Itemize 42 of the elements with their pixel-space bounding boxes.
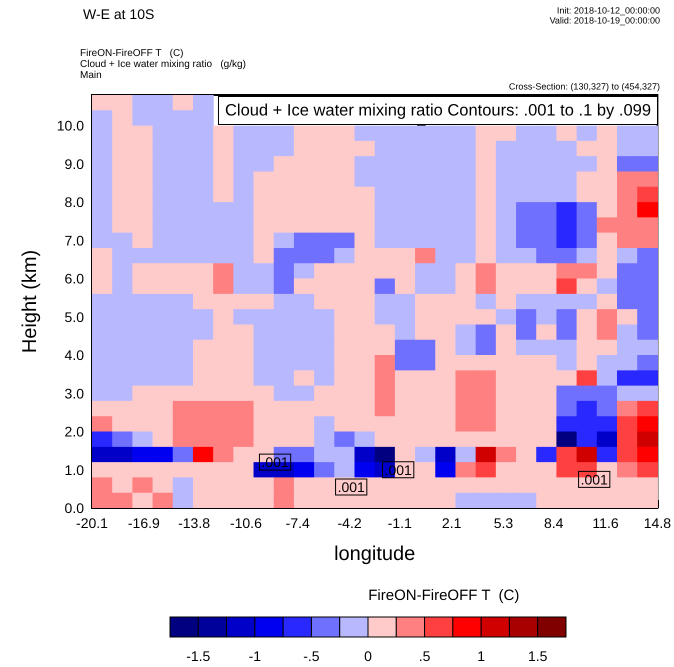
- y-tick-label: 0.0: [64, 500, 84, 516]
- x-tick-label: 8.4: [544, 515, 564, 531]
- chart-subtitle: FireON-FireOFF T (C) Cloud + Ice water mixing ratio (g/kg) Main: [80, 48, 246, 81]
- x-tick-label: -1.1: [388, 515, 412, 531]
- x-tick-label: -16.9: [128, 515, 160, 531]
- x-tick-label: 2.1: [442, 515, 462, 531]
- x-tick-label: -10.6: [230, 515, 262, 531]
- y-tick-label: 4.0: [64, 347, 84, 364]
- y-tick-label: 7.0: [64, 232, 84, 248]
- color-bar-label: .5: [418, 648, 431, 664]
- annotation: Cloud + Ice water mixing ratio Contours: .001 to .1 by .099: [224, 102, 652, 120]
- text: Init: 2018-10-12_00:00:00: [556, 6, 660, 16]
- y-tick-label: 9.0: [64, 156, 84, 172]
- annotation: .001: [261, 454, 289, 470]
- y-tick-label: 3.0: [64, 385, 84, 402]
- y-tick-label: 6.0: [64, 270, 84, 287]
- y-tick-label: 1.0: [64, 462, 84, 478]
- color-bar-title: FireON-FireOFF T (C): [368, 587, 520, 604]
- y-axis-title: Height (km): [19, 250, 41, 354]
- y-tick-label: 5.0: [64, 308, 84, 325]
- text: Valid: 2018-10-19_00:00:00: [550, 16, 660, 26]
- color-bar-label: -.5: [303, 648, 320, 664]
- x-axis-title: longitude: [334, 543, 416, 565]
- text: Cross-Section: (130,327) to (454,327): [508, 82, 660, 92]
- color-bar-label: 0: [364, 648, 372, 664]
- color-bar-label: -1.5: [186, 648, 211, 664]
- x-tick-label: -13.8: [178, 515, 210, 531]
- color-bar-label: 1.5: [528, 648, 548, 664]
- x-tick-label: 14.8: [644, 515, 672, 531]
- annotation: .001: [338, 478, 366, 495]
- x-tick-label: -20.1: [76, 515, 108, 531]
- annotation: .001: [580, 471, 608, 488]
- x-tick-label: -7.4: [286, 515, 310, 531]
- color-bar-label: 1: [477, 648, 486, 664]
- chart-title: W-E at 10S: [83, 6, 154, 22]
- x-tick-label: -4.2: [338, 515, 362, 531]
- y-tick-label: 10.0: [56, 118, 84, 134]
- x-tick-label: 11.6: [592, 515, 619, 531]
- y-tick-label: 2.0: [64, 424, 84, 440]
- y-tick-label: 8.0: [64, 194, 84, 210]
- color-bar-label: -1: [248, 648, 262, 664]
- x-tick-label: 5.3: [494, 515, 514, 531]
